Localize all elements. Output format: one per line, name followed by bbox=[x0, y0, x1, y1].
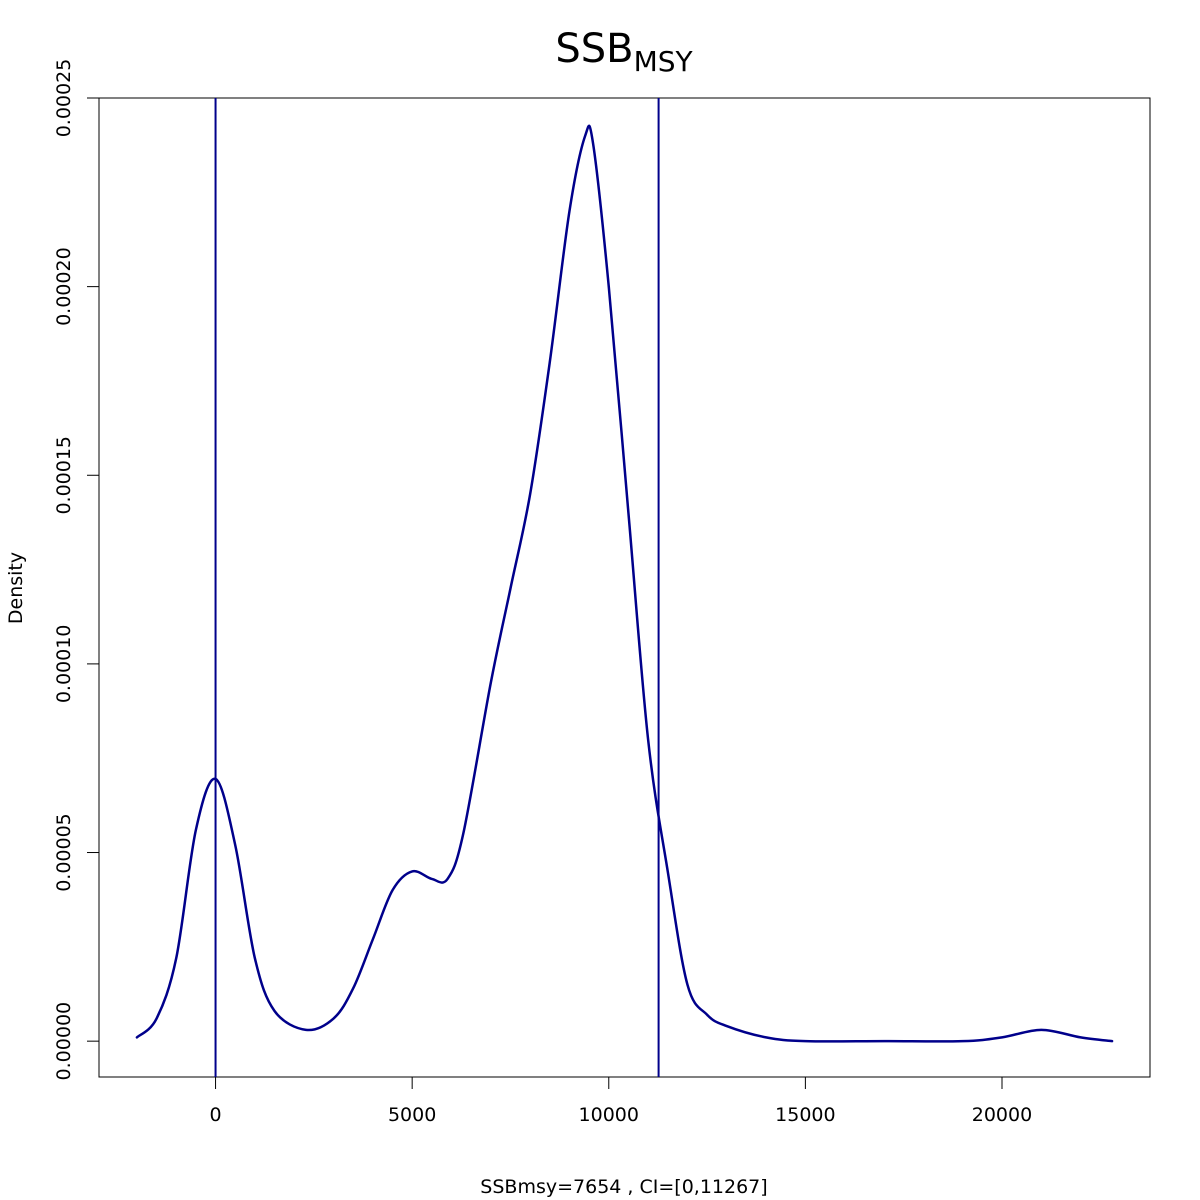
density-line bbox=[135, 124, 1114, 1043]
density-series bbox=[135, 124, 1114, 1043]
x-axis: 0 5000 10000 15000 20000 bbox=[210, 1076, 1032, 1126]
y-tick-label: 0.00005 bbox=[53, 813, 75, 892]
ci-vertical-lines bbox=[214, 98, 660, 1077]
y-axis-title: Density bbox=[5, 552, 27, 624]
chart-title: SSBMSY bbox=[555, 26, 693, 78]
y-tick-label: 0.00010 bbox=[53, 625, 75, 704]
y-tick-label: 0.00025 bbox=[53, 59, 75, 138]
chart-title-subscript: MSY bbox=[634, 45, 694, 78]
y-tick-label: 0.00020 bbox=[53, 247, 75, 326]
y-axis: 0.00000 0.00005 0.00010 0.00015 0.00020 0.000… bbox=[53, 59, 100, 1081]
y-tick-label: 0.00015 bbox=[53, 436, 75, 515]
x-tick-label: 15000 bbox=[775, 1104, 835, 1126]
x-tick-label: 20000 bbox=[972, 1104, 1032, 1126]
y-tick-label: 0.00000 bbox=[53, 1002, 75, 1081]
chart-title-main: SSB bbox=[555, 26, 633, 72]
x-tick-label: 5000 bbox=[388, 1104, 436, 1126]
x-tick-label: 0 bbox=[210, 1104, 222, 1126]
x-tick-label: 10000 bbox=[579, 1104, 639, 1126]
x-axis-title: SSBmsy=7654 , CI=[0,11267] bbox=[480, 1176, 767, 1198]
